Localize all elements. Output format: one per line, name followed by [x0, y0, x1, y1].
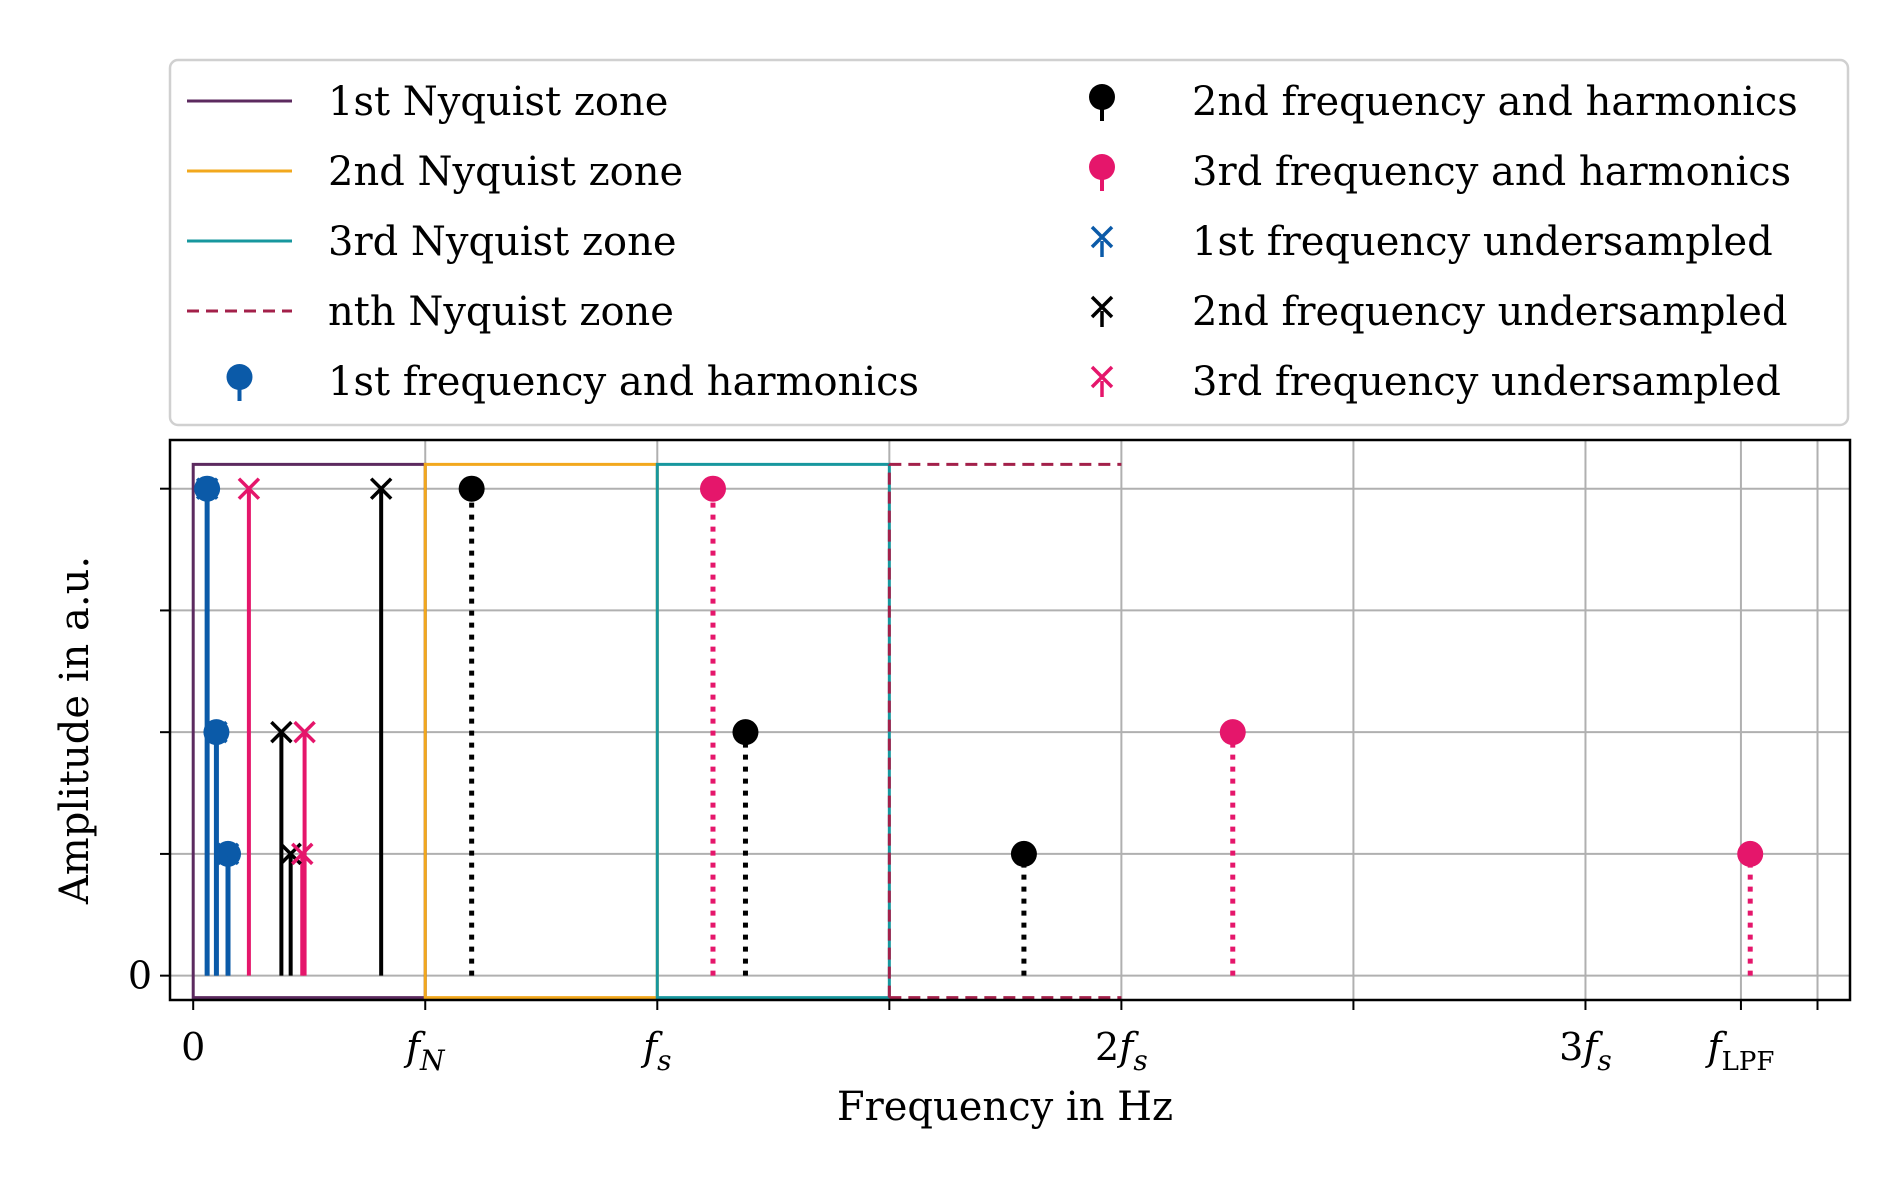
legend-x-swatch [1090, 365, 1114, 389]
plot-area [170, 440, 1850, 1000]
y-tick-label: 0 [128, 954, 152, 998]
stem-marker-x [270, 720, 293, 744]
legend-dot-swatch [1089, 84, 1115, 110]
legend-label: 1st frequency and harmonics [328, 359, 919, 405]
legend-label: 3rd frequency and harmonics [1192, 149, 1791, 195]
x-tick-label: 2fs [1095, 1025, 1148, 1077]
nyquist-zone-box [655, 462, 891, 1000]
stem-marker-dot [699, 475, 726, 502]
legend-x-swatch [1090, 225, 1114, 249]
legend-label: 3rd Nyquist zone [328, 219, 677, 265]
stem-marker-x [216, 842, 240, 866]
stem-marker-x [291, 842, 314, 866]
stem-marker-dot [1010, 840, 1037, 867]
legend-x-swatch [1090, 295, 1114, 319]
nyquist-zone-box [423, 462, 659, 1000]
stem-marker-x [205, 720, 228, 744]
legend: 1st Nyquist zone 2nd Nyquist zone 3rd Nyqu… [168, 58, 1850, 427]
x-tick-label: 0 [181, 1025, 205, 1069]
legend-label: 2nd frequency undersampled [1192, 289, 1788, 335]
nyquist-zone-box [887, 462, 1122, 1000]
legend-label: 3rd frequency undersampled [1192, 359, 1781, 405]
legend-label: 2nd Nyquist zone [328, 149, 683, 195]
x-axis-label: Frequency in Hz [837, 1084, 1173, 1130]
stem-marker-x [237, 477, 261, 500]
x-tick-label: 3fs [1559, 1025, 1612, 1077]
stem-marker-dot [1737, 840, 1764, 867]
y-axis-label: Amplitude in a.u. [52, 556, 98, 905]
legend-label: 1st Nyquist zone [328, 79, 668, 125]
legend-label: 2nd frequency and harmonics [1192, 79, 1798, 125]
stem-marker-dot [1219, 719, 1246, 746]
axes-frame [168, 438, 1852, 1002]
legend-label: nth Nyquist zone [328, 289, 674, 335]
axes: 0 fN fs 2fs 3fs fLPF 0 Frequency in Hz Amplitude… [52, 438, 1852, 1130]
stem-marker-x [369, 477, 393, 500]
legend-box [168, 58, 1850, 427]
legend-dot-swatch [226, 364, 253, 390]
stem-marker-x [293, 720, 316, 744]
legend-label: 1st frequency undersampled [1192, 219, 1773, 265]
x-tick-label: fN [403, 1025, 446, 1077]
legend-dot-swatch [1089, 154, 1115, 180]
stem-marker-dot [458, 475, 485, 502]
stem-marker-x [195, 477, 219, 500]
x-tick-label: fs [640, 1025, 671, 1077]
x-tick-label: fLPF [1704, 1025, 1774, 1077]
stem-marker-dot [732, 719, 759, 746]
